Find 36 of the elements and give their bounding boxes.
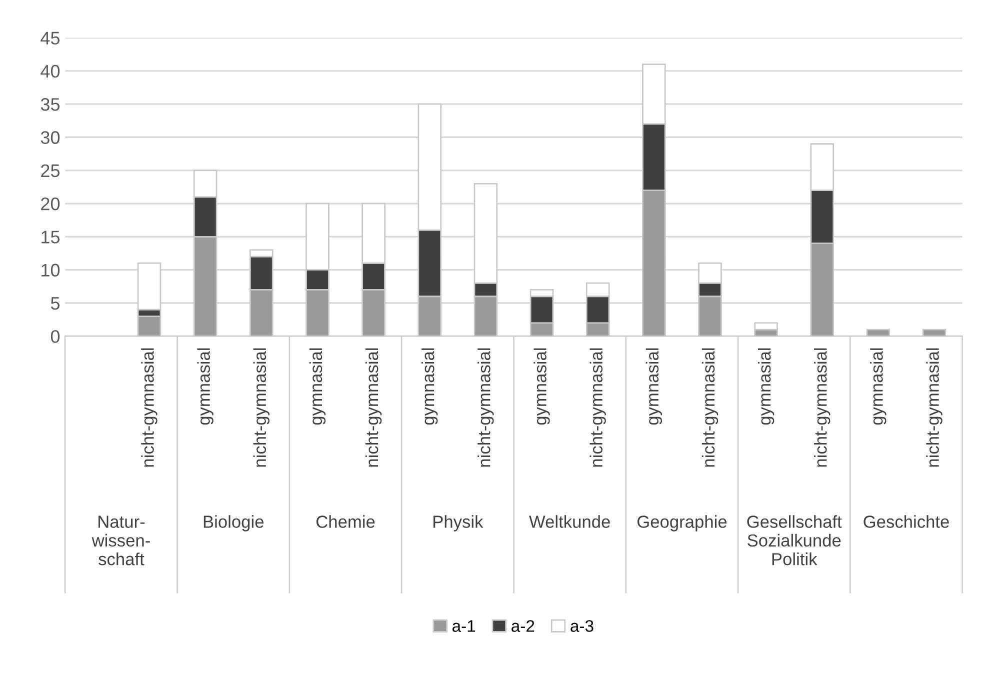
y-tick-label: 45	[40, 32, 60, 45]
text: Physik	[434, 515, 484, 532]
legend-label: a-1	[452, 620, 476, 632]
x-tick-label: gymnasial	[534, 348, 550, 425]
x-tick-label: nicht-gymnasial	[702, 348, 718, 467]
x-tick-label: gymnasial	[309, 348, 326, 425]
y-tick-label: 5	[50, 297, 60, 310]
text: Chemie	[316, 515, 375, 528]
x-tick-label: gymnasial	[646, 348, 662, 425]
legend-label: a-3	[570, 620, 594, 632]
text: Weltkunde	[529, 515, 610, 528]
x-tick-label: nicht-gymnasial	[141, 348, 158, 467]
y-tick-label: 15	[42, 230, 60, 244]
y-tick-label: 25	[41, 164, 60, 178]
x-tick-label: gymnasial	[870, 348, 886, 425]
text: Natur- wissen- schaft	[92, 516, 150, 566]
x-tick-label: nicht-gymnasial	[814, 348, 830, 467]
text: Gesellschaft Sozialkunde Politik	[747, 515, 842, 566]
x-tick-label: nicht-gymnasial	[365, 348, 382, 467]
x-tick-label: nicht-gymnasial	[590, 348, 606, 467]
y-tick-label: 40	[40, 64, 60, 78]
text: Biologie	[204, 515, 264, 532]
x-tick-label: gymnasial	[197, 348, 214, 425]
y-tick-label: 10	[42, 264, 60, 277]
x-tick-label: gymnasial	[422, 348, 438, 425]
y-tick-label: 35	[40, 98, 60, 111]
legend-label: a-2	[512, 620, 534, 632]
x-tick-label: gymnasial	[758, 348, 774, 425]
y-tick-label: 0	[50, 330, 60, 343]
text: Geographie	[637, 515, 727, 532]
y-tick-label: 30	[40, 131, 60, 144]
text: Geschichte	[864, 515, 949, 528]
x-tick-label: nicht-gymnasial	[926, 348, 942, 467]
x-tick-label: nicht-gymnasial	[253, 348, 270, 467]
y-tick-label: 20	[41, 197, 60, 210]
x-tick-label: nicht-gymnasial	[478, 348, 494, 467]
